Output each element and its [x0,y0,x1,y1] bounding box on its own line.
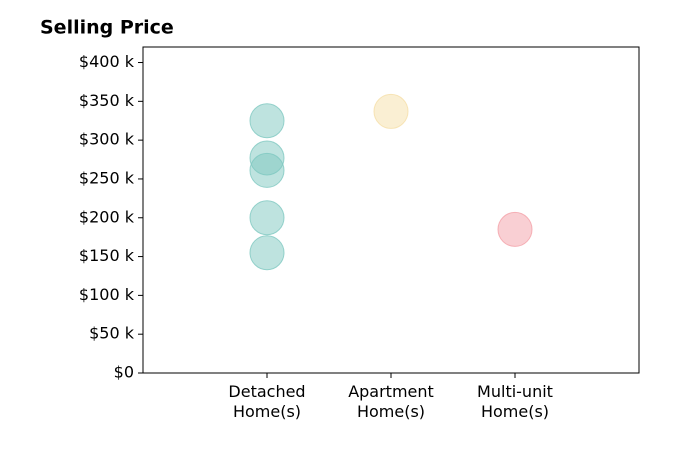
y-tick-label: $350 k [79,91,135,110]
point [249,103,285,139]
y-tick-label: $250 k [79,168,135,187]
point [249,152,285,188]
x-tick-label: Apartment Home(s) [348,382,434,421]
point [249,200,285,236]
y-tick-label: $400 k [79,52,135,71]
y-tick-label: $0 [114,363,134,382]
y-tick-label: $150 k [79,246,135,265]
y-tick-label: $50 k [89,324,135,343]
point [373,93,409,129]
chart-title: Selling Price [40,17,174,39]
point [497,211,533,247]
x-tick-label: Detached Home(s) [228,382,305,421]
y-tick-label: $100 k [79,285,135,304]
y-tick-label: $200 k [79,207,135,226]
point [249,235,285,271]
y-tick-label: $300 k [79,130,135,149]
x-tick-label: Multi-unit Home(s) [477,382,553,421]
